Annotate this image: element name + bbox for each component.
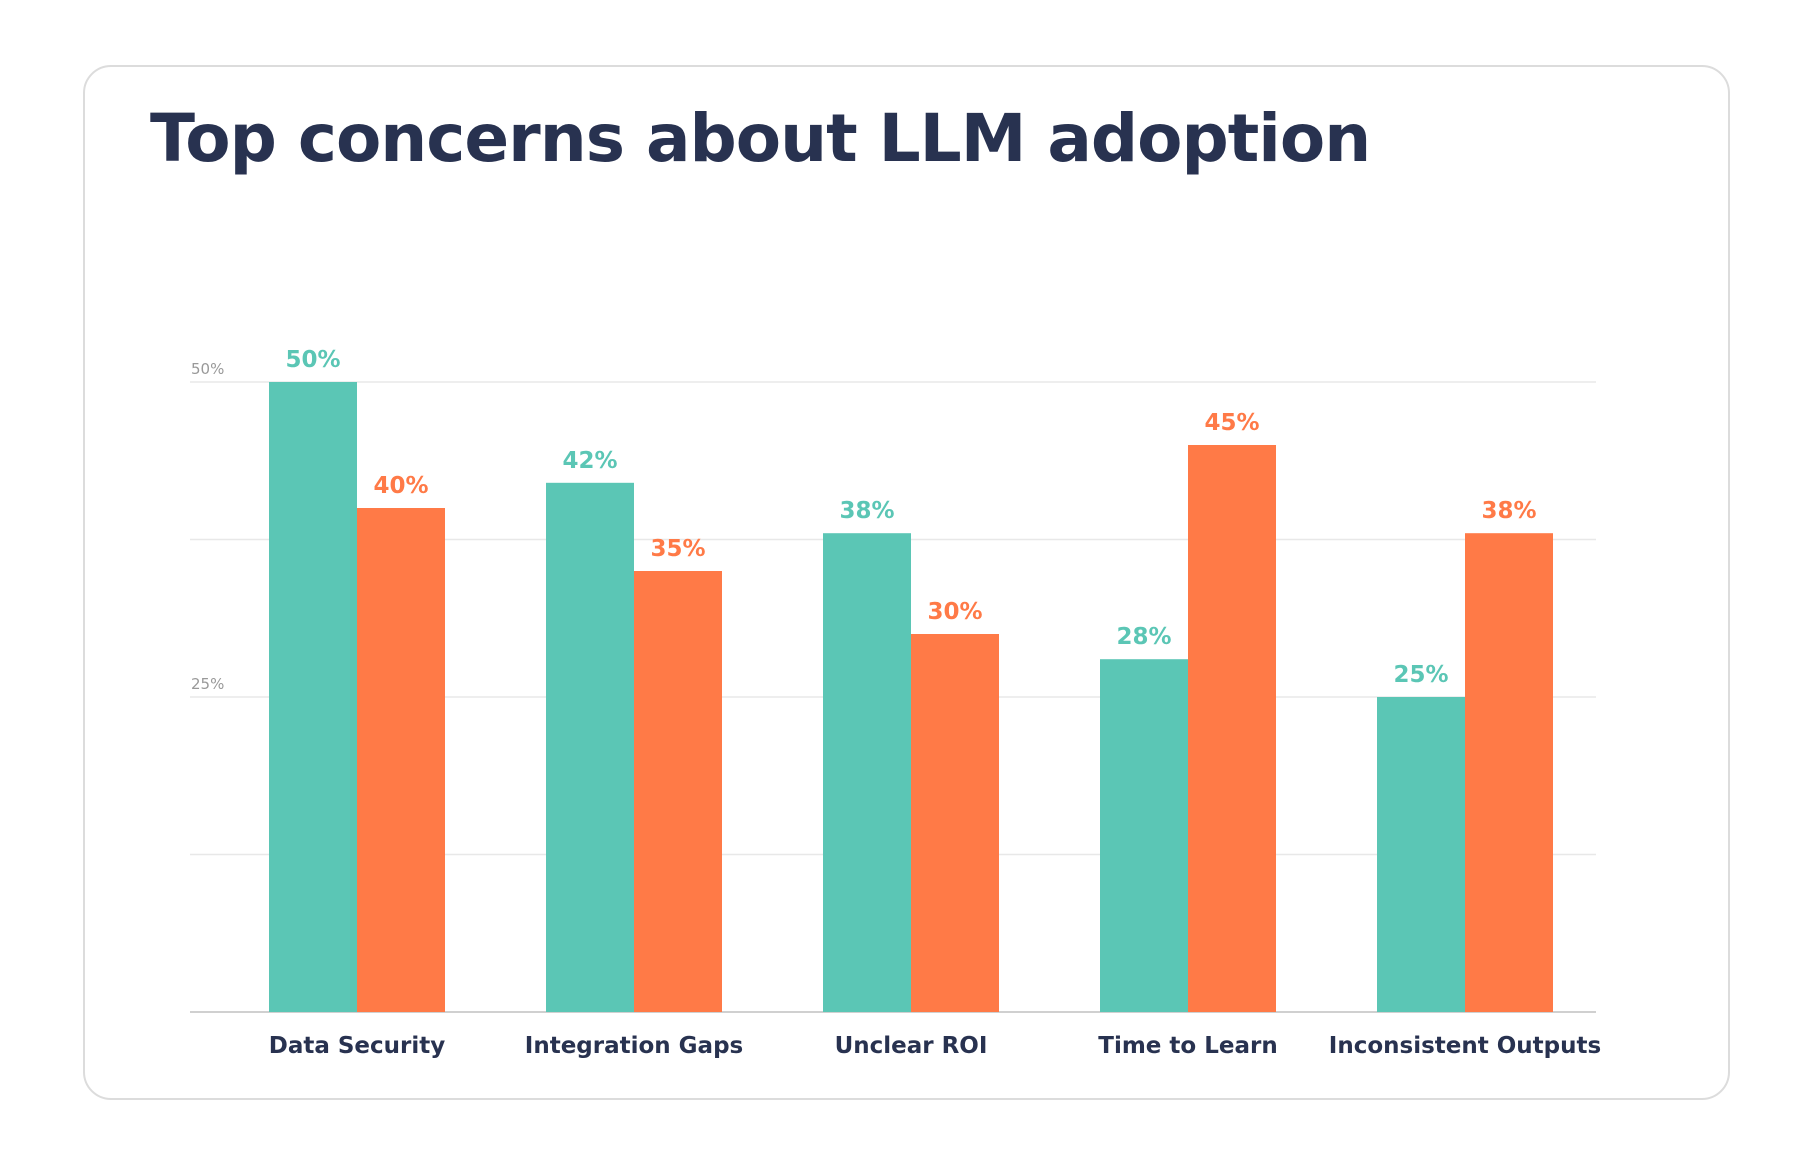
bar-operators-0 <box>357 508 445 1012</box>
chart-title: Top concerns about LLM adoption <box>150 100 1371 177</box>
value-label-operators: 45% <box>1204 410 1259 436</box>
bar-leaders-2 <box>823 533 911 1012</box>
value-label-leaders: 25% <box>1393 662 1448 688</box>
value-label-operators: 35% <box>650 536 705 562</box>
category-label: Inconsistent Outputs <box>1329 1033 1601 1059</box>
bar-leaders-4 <box>1377 697 1465 1012</box>
bar-leaders-0 <box>269 382 357 1012</box>
y-tick-label: 25% <box>191 675 224 693</box>
legend-leaders: Leaders <box>181 226 289 254</box>
value-label-operators: 40% <box>373 473 428 499</box>
category-label: Unclear ROI <box>835 1033 988 1059</box>
category-label: Time to Learn <box>1098 1033 1277 1059</box>
bar-operators-4 <box>1465 533 1553 1012</box>
bar-operators-1 <box>634 571 722 1012</box>
legend-operators: Operators <box>460 226 596 254</box>
value-label-leaders: 38% <box>839 498 894 524</box>
value-label-operators: 30% <box>927 599 982 625</box>
value-label-leaders: 50% <box>285 347 340 373</box>
value-label-operators: 38% <box>1481 498 1536 524</box>
bar-leaders-1 <box>546 482 634 1012</box>
bar-leaders-3 <box>1100 659 1188 1012</box>
value-label-leaders: 42% <box>562 448 617 474</box>
category-label: Integration Gaps <box>525 1033 743 1059</box>
value-label-leaders: 28% <box>1116 624 1171 650</box>
bar-operators-3 <box>1188 445 1276 1012</box>
bar-operators-2 <box>911 634 999 1012</box>
y-tick-label: 50% <box>191 360 224 378</box>
category-label: Data Security <box>269 1033 446 1059</box>
